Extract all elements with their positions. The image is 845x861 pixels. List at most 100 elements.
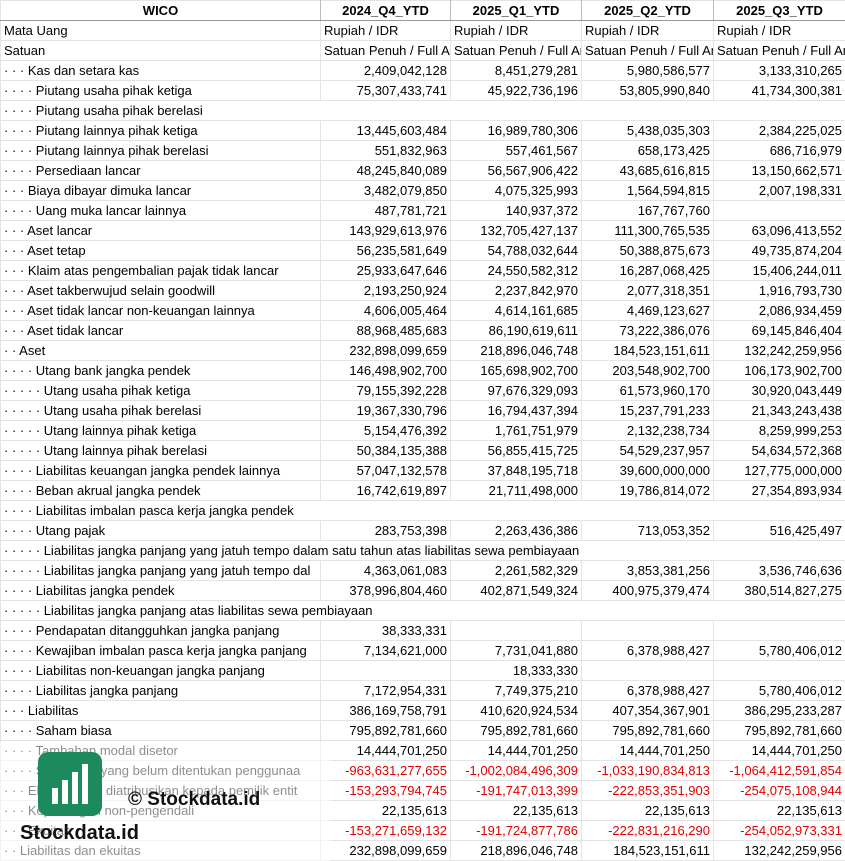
value-cell: 7,134,621,000 <box>320 640 451 661</box>
value-cell: 184,523,151,611 <box>581 840 714 861</box>
data-row: · · Aset 232,898,099,659 218,896,046,748 18… <box>0 340 845 361</box>
data-row: · · · Klaim atas pengembalian pajak tida… <box>0 260 845 281</box>
value-cell: 184,523,151,611 <box>581 340 714 361</box>
value-cell: 16,287,068,425 <box>581 260 714 281</box>
value-cell: 7,731,041,880 <box>450 640 582 661</box>
data-row: · · · · Utang bank jangka pendek 146,498,… <box>0 360 845 381</box>
value-cell: 2,007,198,331 <box>713 180 845 201</box>
data-row: · · · · · Utang lainnya pihak berelasi 50… <box>0 440 845 461</box>
empty-cell <box>320 660 451 681</box>
value-cell: 165,698,902,700 <box>450 360 582 381</box>
data-row: · · · · Pendapatan ditangguhkan jangka p… <box>0 620 845 641</box>
value-cell: 63,096,413,552 <box>713 220 845 241</box>
value-cell: 14,444,701,250 <box>581 740 714 761</box>
row-label: · · · · Pendapatan ditangguhkan jangka p… <box>0 620 321 641</box>
meta-cell: Satuan Penuh / Full Amount <box>713 40 845 61</box>
row-label: · · · · Liabilitas jangka panjang <box>0 680 321 701</box>
value-cell: 3,853,381,256 <box>581 560 714 581</box>
watermark-logo <box>38 752 102 816</box>
row-label: · · · · Utang pajak <box>0 520 321 541</box>
value-cell: 1,761,751,979 <box>450 420 582 441</box>
row-label: · · · Aset tidak lancar <box>0 320 321 341</box>
column-header: 2024_Q4_YTD <box>320 0 451 21</box>
value-cell: 127,775,000,000 <box>713 460 845 481</box>
value-cell: 686,716,979 <box>713 140 845 161</box>
value-cell: 54,634,572,368 <box>713 440 845 461</box>
value-cell: 795,892,781,660 <box>581 720 714 741</box>
data-row: · · · · Persediaan lancar 48,245,840,089 5… <box>0 160 845 181</box>
data-row: · · · · · Utang usaha pihak berelasi 19,3… <box>0 400 845 421</box>
value-cell: 2,263,436,386 <box>450 520 582 541</box>
value-cell: 19,367,330,796 <box>320 400 451 421</box>
value-cell: 795,892,781,660 <box>320 720 451 741</box>
value-cell: 2,237,842,970 <box>450 280 582 301</box>
value-cell: 57,047,132,578 <box>320 460 451 481</box>
data-row: · · · Aset takberwujud selain goodwill 2,… <box>0 280 845 301</box>
value-cell: 37,848,195,718 <box>450 460 582 481</box>
row-label: · · · · · Utang lainnya pihak ketiga <box>0 420 321 441</box>
value-cell: 7,172,954,331 <box>320 680 451 701</box>
row-label: · · · Aset tidak lancar non-keuangan lai… <box>0 300 321 321</box>
value-cell: -963,631,277,655 <box>320 760 451 781</box>
data-row: · · · Aset tidak lancar 88,968,485,683 86,… <box>0 320 845 341</box>
data-row: · · · · · Liabilitas jangka panjang atas… <box>0 600 845 621</box>
meta-cell: Rupiah / IDR <box>450 20 582 41</box>
row-label: · · · · Kewajiban imbalan pasca kerja ja… <box>0 640 321 661</box>
value-cell: 4,606,005,464 <box>320 300 451 321</box>
value-cell: 54,529,237,957 <box>581 440 714 461</box>
row-label: · · · · · Utang usaha pihak berelasi <box>0 400 321 421</box>
row-label: · · · Klaim atas pengembalian pajak tida… <box>0 260 321 281</box>
value-cell: 16,794,437,394 <box>450 400 582 421</box>
value-cell: 2,086,934,459 <box>713 300 845 321</box>
value-cell: -191,724,877,786 <box>450 820 582 841</box>
value-cell: 79,155,392,228 <box>320 380 451 401</box>
value-cell: 232,898,099,659 <box>320 340 451 361</box>
value-cell: 41,734,300,381 <box>713 80 845 101</box>
value-cell: 400,975,379,474 <box>581 580 714 601</box>
row-label: Mata Uang <box>0 20 321 41</box>
value-cell: 24,550,582,312 <box>450 260 582 281</box>
data-row: · · · · Liabilitas keuangan jangka pende… <box>0 460 845 481</box>
row-label: · · · · Liabilitas non-keuangan jangka p… <box>0 660 321 681</box>
value-cell: 132,242,259,956 <box>713 340 845 361</box>
value-cell: 132,242,259,956 <box>713 840 845 861</box>
data-row: · · · Biaya dibayar dimuka lancar 3,482,0… <box>0 180 845 201</box>
value-cell: 38,333,331 <box>320 620 451 641</box>
value-cell: 39,600,000,000 <box>581 460 714 481</box>
value-cell: 5,154,476,392 <box>320 420 451 441</box>
value-cell: 18,333,330 <box>450 660 582 681</box>
column-header: 2025_Q1_YTD <box>450 0 582 21</box>
value-cell: 14,444,701,250 <box>320 740 451 761</box>
value-cell: 30,920,043,449 <box>713 380 845 401</box>
value-cell: 111,300,765,535 <box>581 220 714 241</box>
data-row: · · · · · Utang lainnya pihak ketiga 5,15… <box>0 420 845 441</box>
row-label: · · · · · Utang lainnya pihak berelasi <box>0 440 321 461</box>
value-cell: 283,753,398 <box>320 520 451 541</box>
value-cell: 25,933,647,646 <box>320 260 451 281</box>
data-row: · · · · Liabilitas jangka pendek 378,996,… <box>0 580 845 601</box>
meta-cell: Satuan Penuh / Full Amount <box>450 40 582 61</box>
empty-cell <box>450 620 582 641</box>
value-cell: 3,133,310,265 <box>713 60 845 81</box>
value-cell: 56,855,415,725 <box>450 440 582 461</box>
watermark-brand: Stockdata.id <box>20 822 139 844</box>
value-cell: 7,749,375,210 <box>450 680 582 701</box>
data-row: · · · · Liabilitas jangka panjang 7,172,9… <box>0 680 845 701</box>
data-row: · · · · Saham biasa 795,892,781,660 795,89… <box>0 720 845 741</box>
value-cell: 22,135,613 <box>450 800 582 821</box>
value-cell: 21,711,498,000 <box>450 480 582 501</box>
empty-cell <box>581 620 714 641</box>
value-cell: 61,573,960,170 <box>581 380 714 401</box>
value-cell: 14,444,701,250 <box>713 740 845 761</box>
value-cell: 146,498,902,700 <box>320 360 451 381</box>
value-cell: 56,567,906,422 <box>450 160 582 181</box>
row-label: · · · · Piutang usaha pihak berelasi <box>0 100 845 121</box>
value-cell: 140,937,372 <box>450 200 582 221</box>
data-row: · · · Aset lancar 143,929,613,976 132,705,… <box>0 220 845 241</box>
value-cell: 14,444,701,250 <box>450 740 582 761</box>
empty-cell <box>713 200 845 221</box>
row-label: · · · · · Liabilitas jangka panjang atas… <box>0 600 845 621</box>
value-cell: 795,892,781,660 <box>450 720 582 741</box>
row-label: · · · · Uang muka lancar lainnya <box>0 200 321 221</box>
